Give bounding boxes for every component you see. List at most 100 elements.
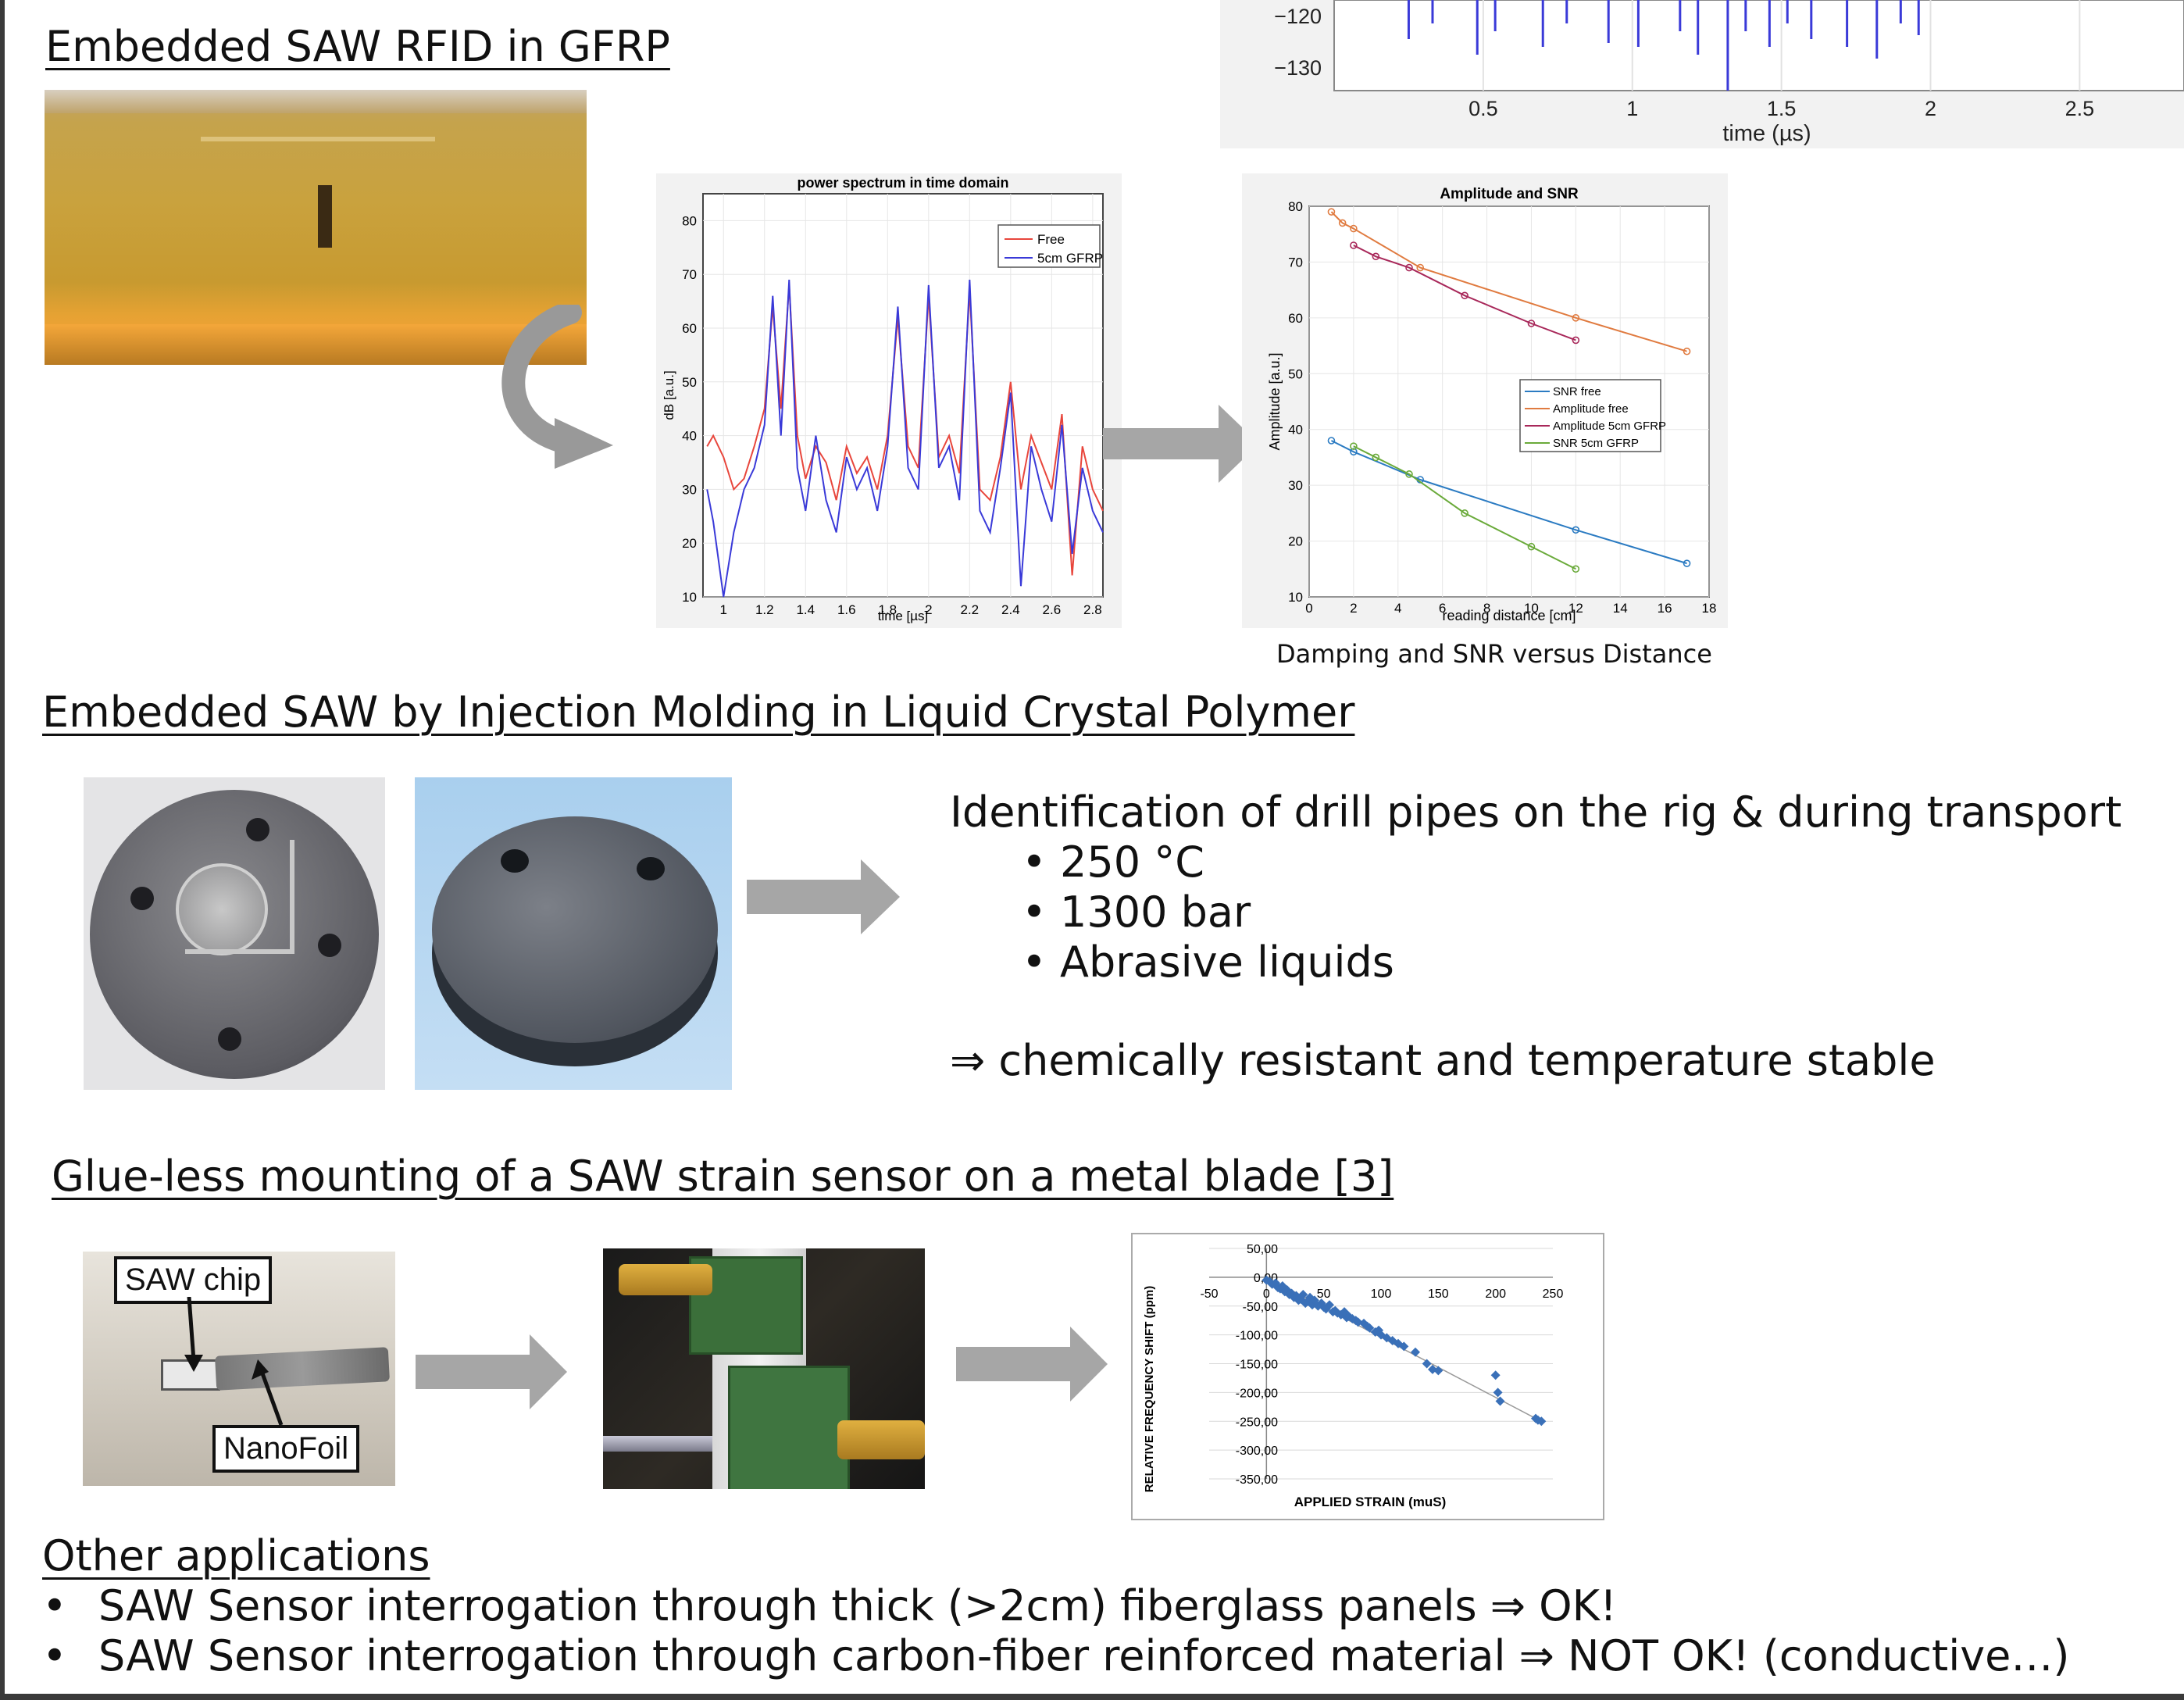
ps-ticks: 1 1.2 1.4 1.6 1.8 2 2.2 2.4 2.6 2.8 10 20 30 40 50 60 70… (682, 213, 1102, 617)
amp-point-amp-free (1683, 347, 1691, 355)
lcp-bullet-3: • Abrasive liquids (1022, 938, 1394, 987)
arrow-to-lcp-text (747, 859, 900, 934)
strain-point (1365, 1323, 1375, 1333)
ps-legend: Free 5cm GFRP (997, 224, 1103, 268)
gfrp-photo-top-edge (45, 90, 587, 113)
other-item-text: SAW Sensor interrogation through thick (… (98, 1581, 1617, 1630)
top-ytick-label: −120 (1274, 5, 1322, 28)
amp-point-snr-free (1350, 448, 1358, 456)
amp-point-snr-free (1327, 437, 1336, 445)
left-frame-line (0, 0, 5, 1700)
ps-xtick-label: 1.4 (796, 602, 815, 617)
ps-ytick-label: 40 (682, 429, 697, 444)
amp-point-snr-gfrp (1527, 542, 1536, 551)
strain-ytick-label: -300,00 (1236, 1445, 1278, 1458)
sma-connector-top (619, 1264, 712, 1295)
amp-xtick-label: 6 (1439, 601, 1446, 616)
strain-point (1422, 1359, 1432, 1369)
amp-legend-snr-free: SNR free (1553, 385, 1601, 398)
pointer-foil-head (252, 1359, 269, 1380)
lcp-sensor-window (176, 863, 268, 955)
caption-damping: Damping and SNR versus Distance (1276, 639, 1712, 669)
strain-point (1325, 1300, 1334, 1310)
amp-xtick-label: 12 (1568, 601, 1583, 616)
strain-point (1495, 1396, 1505, 1406)
amp-series-line-snr-gfrp (1353, 445, 1576, 570)
cable (603, 1436, 712, 1452)
amp-series-line-amp-free (1330, 211, 1687, 352)
amp-point-amp-free (1338, 219, 1347, 227)
amp-point-amp-free (1416, 263, 1425, 272)
lcp-disk-top (432, 816, 718, 1043)
strain-ytick-label: 50,00 (1247, 1243, 1278, 1256)
embedded-saw-tag (318, 185, 332, 248)
strain-point (1296, 1294, 1306, 1304)
arrow-shape (1103, 405, 1259, 483)
strain-series (1262, 1275, 1547, 1427)
top-xtick-label: 2.5 (2065, 97, 2095, 120)
power-spectrum-chart: power spectrum in time domain 1 1.2 1.4 1.6… (656, 173, 1122, 628)
strain-point (1313, 1301, 1323, 1311)
bullet-dot: • (1022, 838, 1061, 887)
amp-point-snr-free (1572, 526, 1580, 534)
ps-ytick-label: 80 (682, 213, 697, 228)
amp-legend: SNR free Amplitude free Amplitude 5cm GF… (1519, 379, 1666, 452)
pcb-bottom (728, 1366, 850, 1489)
top-xtick-label: 2 (1925, 97, 1936, 120)
ps-xtick-label: 2 (925, 602, 932, 617)
lcp-hole-right (318, 934, 341, 957)
arrow-shape (956, 1327, 1108, 1402)
amp-point-amp-gfrp (1527, 320, 1536, 327)
strain-ytick-label: -200,00 (1236, 1387, 1278, 1400)
amp-ytick-label: 70 (1288, 255, 1303, 270)
pcb-top (689, 1256, 803, 1355)
curved-arrow-head (555, 418, 613, 469)
amp-xtick-label: 16 (1658, 601, 1672, 616)
amp-point-snr-gfrp (1350, 442, 1358, 450)
ps-ytick-label: 50 (682, 375, 697, 390)
amp-xtick-label: 0 (1305, 601, 1312, 616)
amp-series (1327, 208, 1691, 573)
top-xtick-label: 1.5 (1767, 97, 1797, 120)
curved-arrow-shaft (501, 305, 582, 453)
strain-xtick-label: 250 (1543, 1288, 1564, 1301)
amp-point-snr-gfrp (1572, 565, 1580, 573)
strain-point (1344, 1312, 1354, 1322)
amp-ytick-label: 10 (1288, 590, 1303, 605)
top-chart-xlabel: time (µs) (1722, 121, 1811, 146)
bullet-dot: • (42, 1631, 67, 1680)
ps-xlabel: time [µs] (878, 609, 929, 623)
heading-lcp: Embedded SAW by Injection Molding in Liq… (42, 688, 1355, 737)
amp-xlabel: reading distance [cm] (1442, 608, 1576, 623)
gfrp-photo (45, 90, 587, 365)
strain-chart: 50,000,00-50,00-100,00-150,00-200,00-250… (1131, 1233, 1604, 1520)
amp-point-snr-gfrp (1461, 509, 1468, 517)
mounting-setup-photo (603, 1248, 925, 1489)
strain-xtick-label: 0 (1263, 1288, 1270, 1301)
amp-ytick-label: 40 (1288, 423, 1303, 438)
arrow-to-amplitude (1103, 405, 1259, 483)
amp-ylabel: Amplitude [a.u.] (1267, 352, 1283, 450)
sma-connector-bottom (837, 1420, 925, 1459)
amp-point-snr-gfrp (1372, 453, 1380, 462)
ps-ytick-label: 20 (682, 536, 697, 551)
amp-ytick-label: 60 (1288, 311, 1303, 326)
amp-point-amp-gfrp (1372, 252, 1380, 261)
amp-point-amp-gfrp (1461, 291, 1468, 300)
ps-xtick-label: 2.4 (1001, 602, 1020, 617)
amp-legend-snr-gfrp: SNR 5cm GFRP (1553, 437, 1639, 450)
amp-title: Amplitude and SNR (1440, 186, 1579, 202)
arrow-shape (416, 1334, 567, 1409)
heading-glueless: Glue-less mounting of a SAW strain senso… (52, 1152, 1394, 1201)
strain-ticks: 50,000,00-50,00-100,00-150,00-200,00-250… (1200, 1243, 1563, 1487)
heading-gfrp: Embedded SAW RFID in GFRP (45, 22, 670, 71)
strain-point (1275, 1284, 1285, 1294)
lcp-intro: Identification of drill pipes on the rig… (950, 788, 2122, 837)
lcp-bullet-1: • 250 °C (1022, 838, 1204, 887)
lcp-hole-top (246, 818, 269, 841)
strain-xtick-label: 50 (1317, 1288, 1331, 1301)
top-chart-plot-area (1333, 0, 2184, 91)
amplitude-snr-chart: Amplitude and SNR 0 2 4 6 8 10 12 14 16 18 10 20 30 4… (1242, 173, 1728, 628)
strain-point (1347, 1313, 1358, 1323)
strain-point (1282, 1285, 1292, 1295)
